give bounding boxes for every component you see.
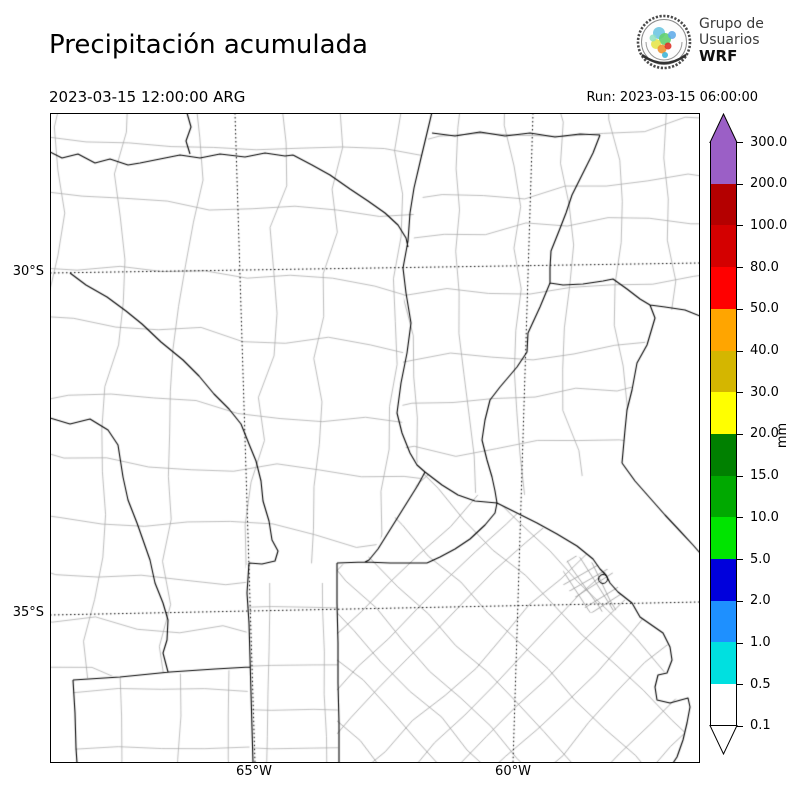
- logo-line-2: Usuarios: [699, 32, 760, 48]
- colorbar-tick-value: 5.0: [750, 551, 771, 567]
- colorbar-tick: [737, 684, 743, 686]
- logo-line-1: Grupo de: [699, 16, 764, 32]
- colorbar-tick-value: 30.0: [750, 384, 779, 400]
- precipitation-map-canvas: [50, 113, 700, 763]
- lat-tick-label-30s: 30°S: [12, 264, 44, 279]
- colorbar-tick: [737, 392, 743, 394]
- run-time-label: Run: 2023-03-15 06:00:00: [586, 90, 758, 105]
- colorbar-tick: [737, 475, 743, 477]
- colorbar-segment: [710, 684, 737, 726]
- colorbar-tick-value: 80.0: [750, 259, 779, 275]
- colorbar-tick: [737, 350, 743, 352]
- colorbar-segment: [710, 183, 737, 226]
- colorbar-segment: [710, 475, 737, 518]
- colorbar-tick: [737, 142, 743, 143]
- colorbar-unit-label: mm: [775, 422, 791, 449]
- colorbar-tick: [737, 433, 743, 435]
- colorbar-tick-value: 300.0: [750, 134, 788, 150]
- valid-time-label: 2023-03-15 12:00:00 ARG: [49, 88, 246, 106]
- precipitation-colorbar: 300.0 200.0 100.0 80.0 50.0 40.0 30.0 20.0 15.0 1…: [709, 113, 800, 758]
- colorbar-tick-value: 2.0: [750, 593, 771, 609]
- colorbar-tick-value: 100.0: [750, 217, 788, 233]
- colorbar-segment: [710, 433, 737, 476]
- colorbar-segment: [710, 517, 737, 560]
- colorbar-segment: [710, 600, 737, 643]
- lon-tick-label-60w: 60°W: [495, 764, 531, 779]
- colorbar-segment: [710, 642, 737, 685]
- colorbar-tick-value: 0.5: [750, 676, 771, 692]
- colorbar-tick: [737, 267, 743, 269]
- map-frame: [50, 113, 700, 763]
- lon-tick-label-65w: 65°W: [236, 764, 272, 779]
- colorbar-segment: [710, 350, 737, 393]
- colorbar-tick-value: 20.0: [750, 426, 779, 442]
- colorbar-tick-value: 40.0: [750, 343, 779, 359]
- colorbar-segment: [710, 559, 737, 601]
- colorbar-tick: [737, 225, 743, 227]
- colorbar-segment: [710, 267, 737, 309]
- lat-tick-label-35s: 35°S: [12, 605, 44, 620]
- page-title: Precipitación acumulada: [49, 30, 368, 60]
- colorbar-tick-value: 200.0: [750, 176, 788, 192]
- colorbar-tick: [737, 600, 743, 602]
- colorbar-arrow-down-icon: [709, 725, 738, 755]
- colorbar-tick: [737, 642, 743, 644]
- colorbar-tick-value: 0.1: [750, 718, 771, 734]
- logo-line-3: WRF: [699, 47, 738, 65]
- colorbar-tick: [737, 517, 743, 519]
- colorbar-tick-value: 1.0: [750, 635, 771, 651]
- colorbar-segment: [710, 392, 737, 434]
- colorbar-segments: [710, 142, 737, 726]
- colorbar-arrow-up-icon: [709, 113, 738, 143]
- colorbar-tick-value: 50.0: [750, 301, 779, 317]
- colorbar-tick-value: 15.0: [750, 468, 779, 484]
- colorbar-tick: [737, 559, 743, 561]
- colorbar-tick-value: 10.0: [750, 509, 779, 525]
- logo-caption: Grupo de Usuarios WRF: [699, 16, 764, 64]
- wrf-users-group-logo-icon: [632, 11, 696, 79]
- colorbar-tick: [737, 183, 743, 185]
- colorbar-tick: [737, 308, 743, 310]
- colorbar-tick: [737, 725, 743, 727]
- colorbar-segment: [710, 225, 737, 268]
- colorbar-segment: [710, 142, 737, 184]
- colorbar-segment: [710, 308, 737, 351]
